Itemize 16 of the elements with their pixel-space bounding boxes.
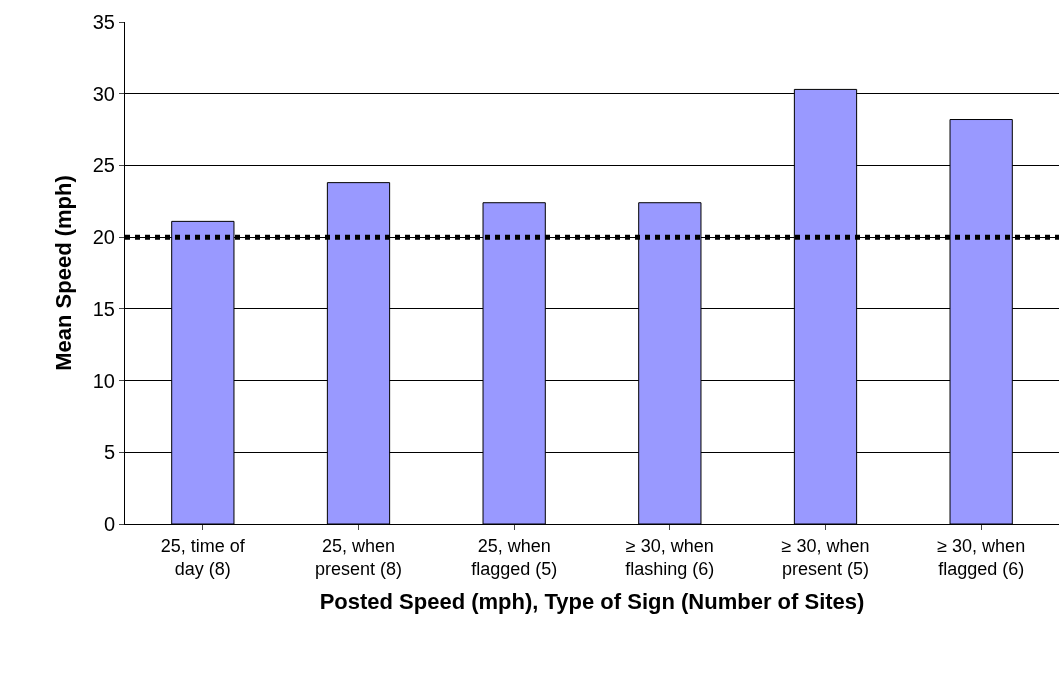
x-tick-label: 25, time of day (8) xyxy=(160,535,246,579)
y-tick-label: 15 xyxy=(92,297,115,320)
x-tick-label: ≥ 30, when flashing (6) xyxy=(625,535,715,579)
x-tick-label: ≥ 30, when flagged (6) xyxy=(937,535,1026,579)
y-axis-title: Mean Speed (mph) xyxy=(50,175,76,371)
y-tick-label: 20 xyxy=(92,226,115,249)
y-tick-label: 25 xyxy=(92,154,115,177)
y-tick-label: 0 xyxy=(103,513,115,535)
y-tick-label: 10 xyxy=(92,369,115,392)
x-axis-title: Posted Speed (mph), Type of Sign (Number of Sites) xyxy=(319,588,865,614)
y-tick-label: 5 xyxy=(103,441,115,464)
x-tick-label: 25, when flagged (5) xyxy=(471,535,558,579)
y-tick-label: 35 xyxy=(92,11,115,33)
x-tick-label: 25, when present (8) xyxy=(314,535,403,579)
x-tick-label: ≥ 30, when present (5) xyxy=(781,535,870,579)
y-tick-label: 30 xyxy=(92,82,115,105)
